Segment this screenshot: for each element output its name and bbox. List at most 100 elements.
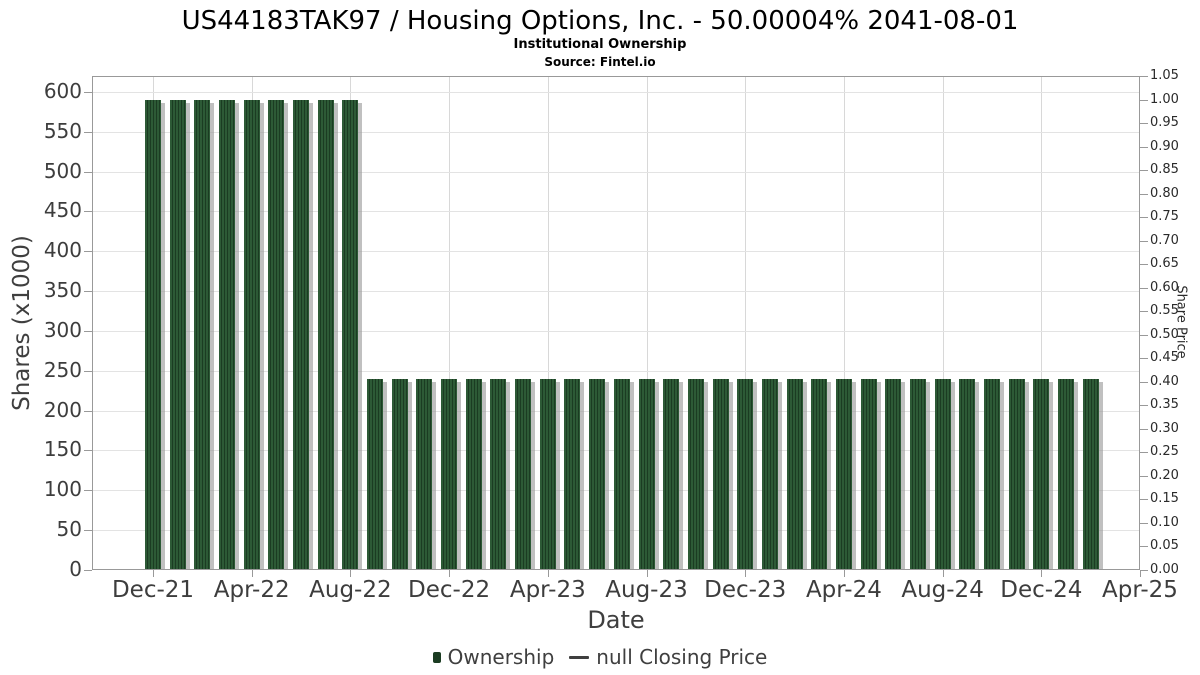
ownership-bar[interactable] — [1008, 378, 1025, 570]
x-axis-tick — [153, 570, 154, 577]
right-axis-tick — [1140, 546, 1148, 548]
right-axis-tick-label: 0.50 — [1150, 326, 1179, 342]
right-axis-tick — [1140, 123, 1148, 125]
right-axis-tick-label: 0.05 — [1150, 538, 1179, 554]
right-axis-tick-label: 1.05 — [1150, 68, 1179, 83]
ownership-bar[interactable] — [194, 99, 211, 570]
gridline-vertical — [745, 76, 747, 570]
ownership-bar[interactable] — [515, 378, 532, 570]
ownership-bar[interactable] — [959, 378, 976, 570]
gridline-horizontal — [92, 330, 1140, 332]
right-axis-tick — [1140, 217, 1148, 219]
right-axis-tick — [1140, 499, 1148, 501]
ownership-bar[interactable] — [564, 378, 581, 570]
ownership-bar[interactable] — [1033, 378, 1050, 570]
ownership-bar[interactable] — [860, 378, 877, 570]
ownership-bar[interactable] — [465, 378, 482, 570]
right-axis-title: Share Price — [1173, 285, 1189, 359]
right-axis-tick-label: 0.25 — [1150, 444, 1179, 460]
ownership-bar[interactable] — [811, 378, 828, 570]
x-axis-tick-label: Apr-25 — [1102, 577, 1178, 603]
right-axis-tick-label: 0.75 — [1150, 209, 1179, 225]
x-axis-tick-label: Dec-22 — [408, 577, 491, 603]
gridline-vertical — [449, 76, 451, 570]
right-axis-tick-label: 0.85 — [1150, 162, 1179, 178]
ownership-bar[interactable] — [490, 378, 507, 570]
ownership-bar[interactable] — [391, 378, 408, 570]
right-axis-tick-label: 0.00 — [1150, 562, 1179, 577]
ownership-bar[interactable] — [835, 378, 852, 570]
y-axis-tick — [84, 370, 92, 372]
right-axis-tick — [1140, 76, 1148, 77]
x-axis-tick-label: Apr-22 — [213, 577, 290, 603]
ownership-bar[interactable] — [145, 99, 161, 570]
right-axis-tick-label: 0.95 — [1150, 115, 1179, 131]
ownership-bar[interactable] — [243, 99, 260, 570]
ownership-bar[interactable] — [219, 99, 236, 570]
ownership-bar[interactable] — [1082, 378, 1099, 570]
y-axis-tick-label: 550 — [43, 118, 82, 143]
ownership-bar[interactable] — [737, 378, 754, 570]
ownership-bar[interactable] — [169, 99, 186, 570]
x-axis-tick — [745, 570, 747, 577]
y-axis-tick-label: 400 — [43, 238, 82, 263]
ownership-bar[interactable] — [909, 378, 926, 570]
closing-price-series-marker-icon — [569, 655, 590, 659]
ownership-bar[interactable] — [268, 99, 285, 570]
ownership-bar[interactable] — [367, 378, 384, 570]
x-axis-tick-label: Apr-24 — [805, 577, 882, 603]
right-axis-tick — [1140, 381, 1148, 383]
right-axis-tick — [1140, 264, 1148, 266]
ownership-bar[interactable] — [342, 99, 359, 570]
right-axis-tick-label: 0.45 — [1150, 350, 1179, 366]
right-axis-tick — [1140, 146, 1148, 148]
x-axis-tick — [350, 570, 352, 577]
right-axis-tick — [1140, 99, 1148, 101]
gridline-vertical — [1041, 76, 1043, 570]
ownership-bar[interactable] — [712, 378, 729, 570]
ownership-bar[interactable] — [539, 378, 556, 570]
right-axis-tick — [1140, 452, 1148, 454]
right-axis-tick — [1140, 334, 1148, 336]
gridline-vertical — [942, 76, 944, 570]
ownership-bar[interactable] — [983, 378, 1000, 570]
x-axis-tick-label: Apr-23 — [509, 577, 586, 603]
x-axis-tick — [547, 570, 549, 577]
right-axis-tick — [1140, 405, 1148, 407]
ownership-bar[interactable] — [441, 378, 458, 570]
ownership-bar[interactable] — [416, 378, 433, 570]
right-axis-tick — [1140, 170, 1148, 172]
ownership-bar[interactable] — [589, 378, 606, 570]
ownership-bar[interactable] — [663, 378, 680, 570]
gridline-horizontal — [92, 370, 1140, 372]
x-axis-tick — [646, 570, 648, 577]
gridline-horizontal — [92, 91, 1140, 93]
right-axis-tick-label: 0.55 — [1150, 303, 1179, 319]
ownership-bar[interactable] — [1057, 378, 1074, 570]
ownership-bar[interactable] — [885, 378, 902, 570]
ownership-bar[interactable] — [293, 99, 310, 570]
ownership-bar[interactable] — [613, 378, 630, 570]
gridline-vertical — [843, 76, 845, 570]
y-axis-tick — [84, 530, 92, 532]
ownership-bar[interactable] — [687, 378, 704, 570]
right-axis-tick — [1140, 570, 1148, 571]
legend: Ownership null Closing Price — [0, 645, 1200, 669]
ownership-bar[interactable] — [934, 378, 951, 570]
right-axis-tick — [1140, 522, 1148, 524]
y-axis-tick-label: 250 — [43, 357, 82, 382]
right-axis-tick-label: 0.60 — [1150, 279, 1179, 295]
y-axis-tick — [84, 490, 92, 492]
y-axis-tick-label: 100 — [43, 477, 82, 502]
x-axis-tick-label: Aug-24 — [901, 577, 984, 603]
ownership-bar[interactable] — [786, 378, 803, 570]
x-axis-tick-label: Aug-22 — [309, 577, 392, 603]
y-axis-tick-label: 600 — [43, 78, 82, 103]
legend-item-ownership[interactable]: Ownership — [432, 645, 555, 669]
ownership-bar[interactable] — [761, 378, 778, 570]
legend-label-ownership: Ownership — [447, 645, 555, 669]
ownership-bar[interactable] — [317, 99, 334, 570]
ownership-series-marker-icon — [432, 651, 441, 663]
legend-item-closing-price[interactable]: null Closing Price — [569, 645, 767, 669]
ownership-bar[interactable] — [638, 378, 655, 570]
